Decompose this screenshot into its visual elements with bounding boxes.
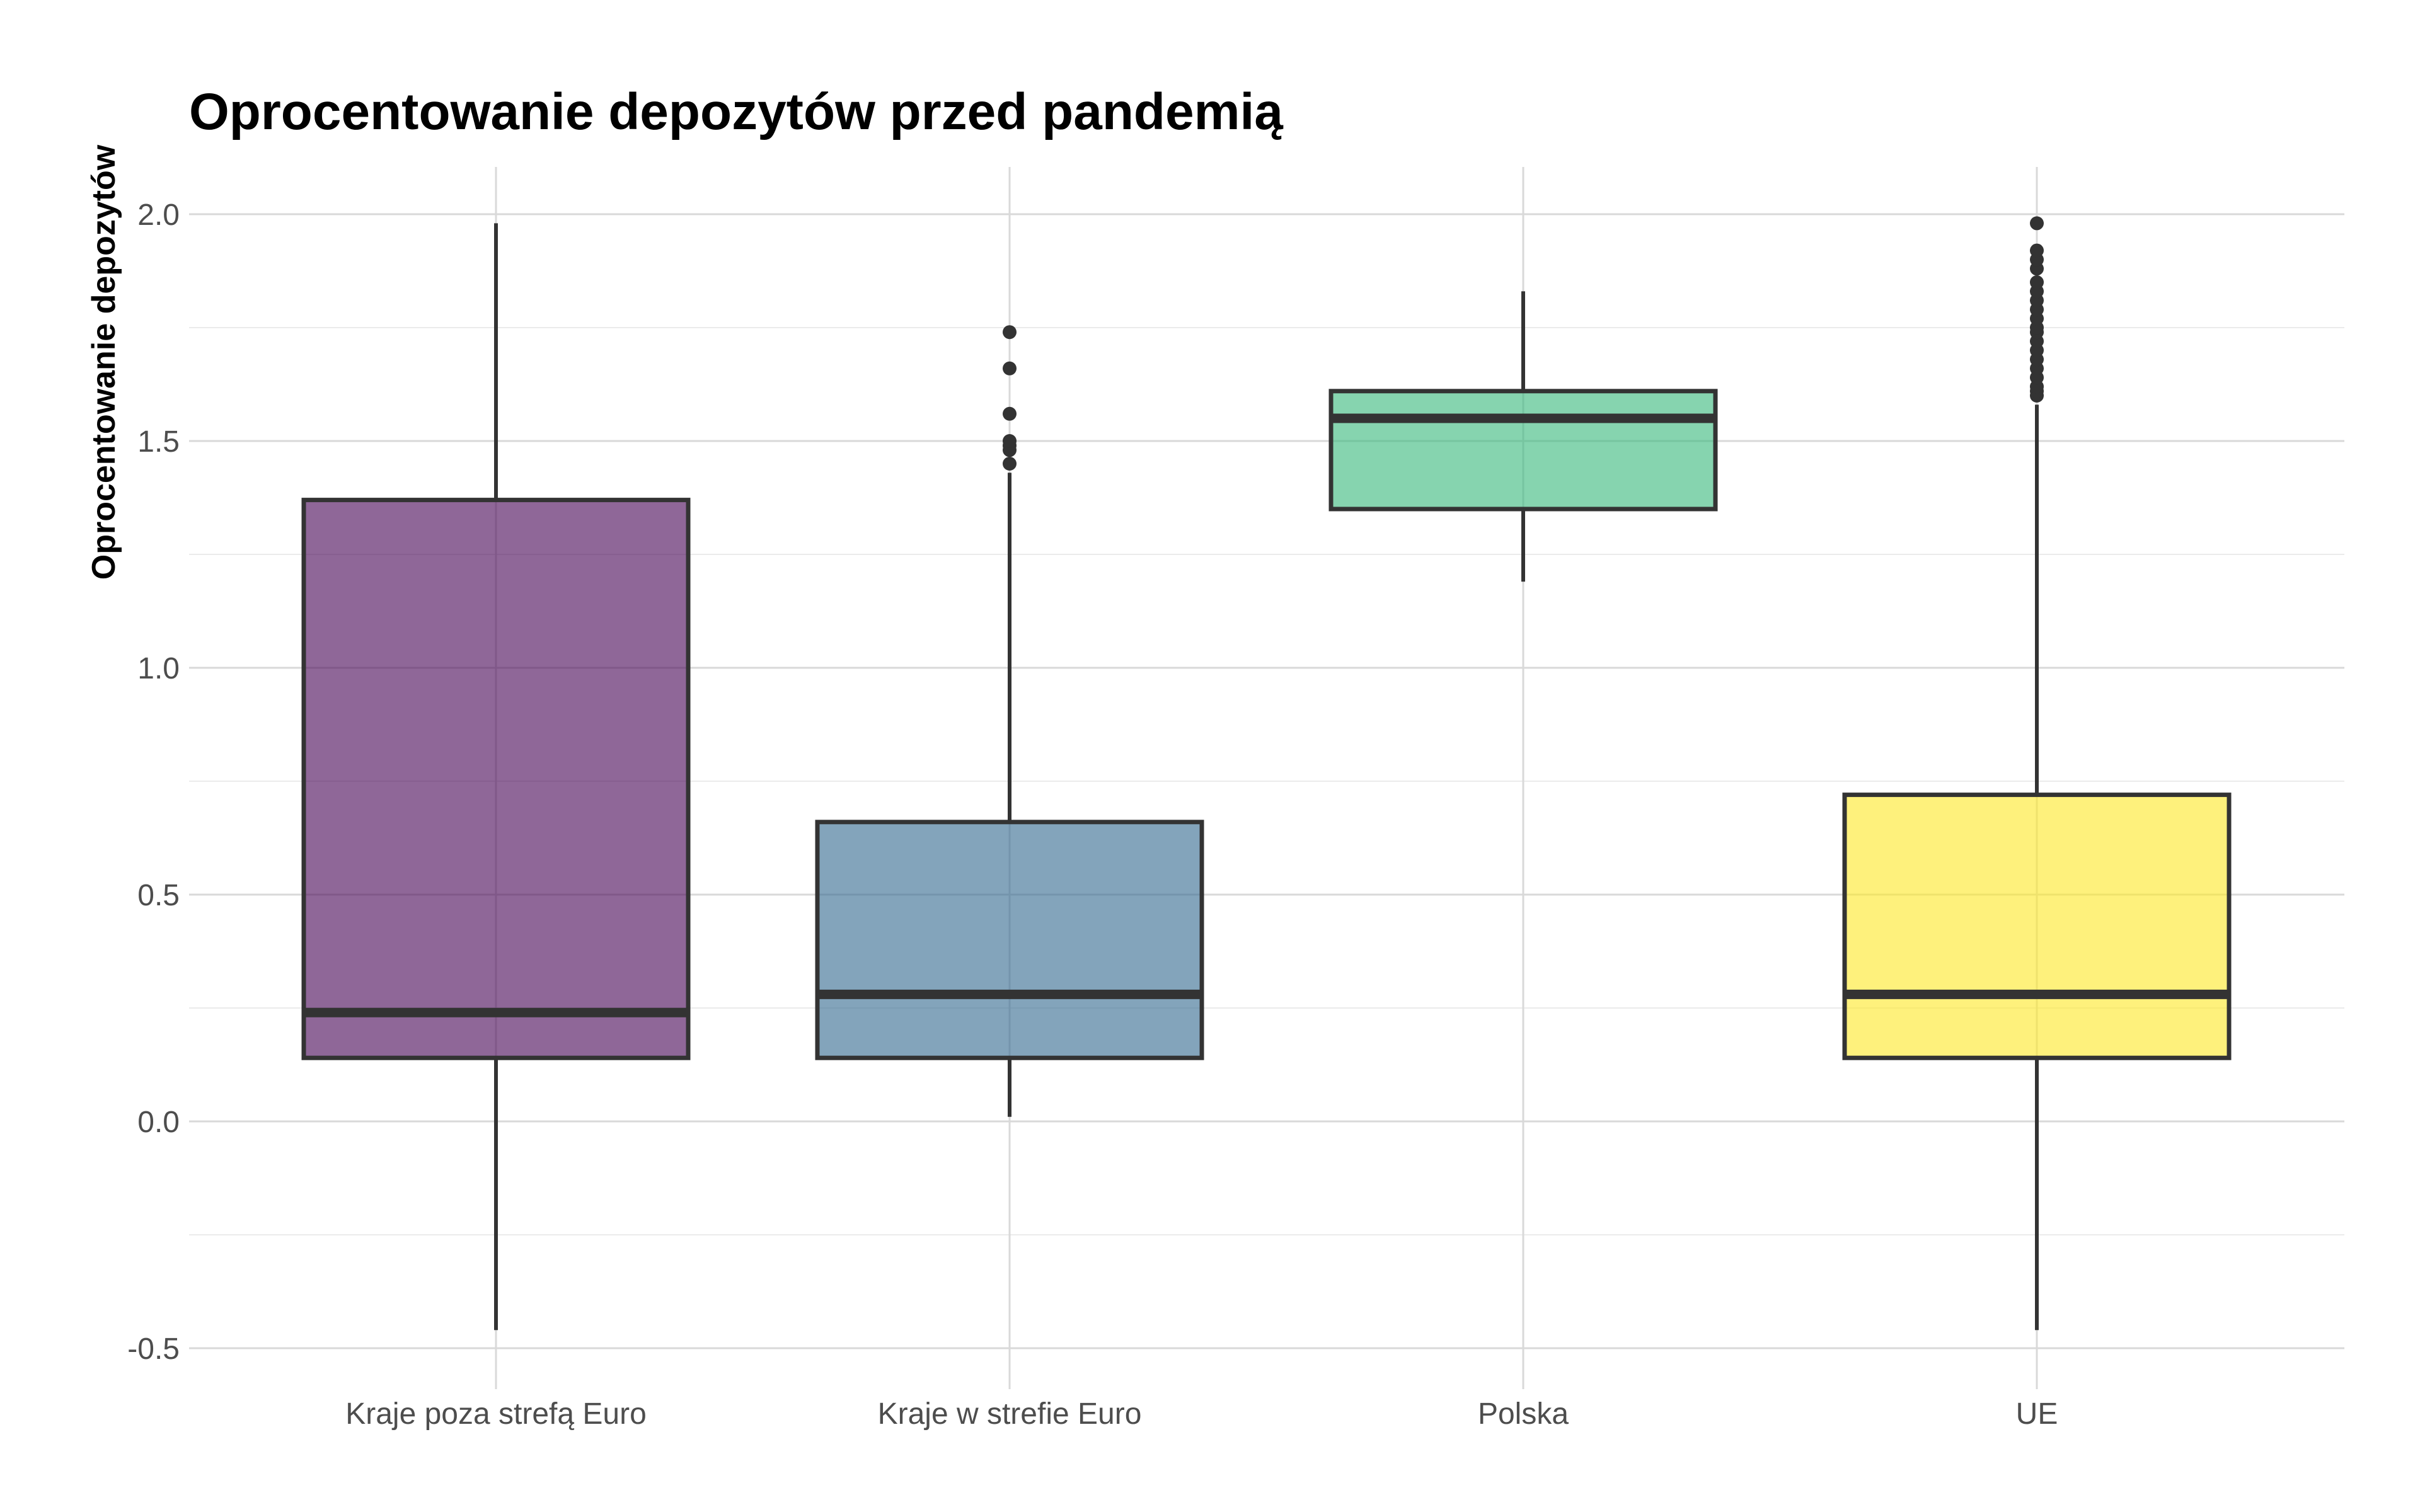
y-tick-labels: -0.5 0.0 0.5 1.0 1.5 2.0 bbox=[127, 198, 180, 1366]
chart-title: Oprocentowanie depozytów przed pandemią bbox=[189, 83, 1284, 140]
box-group bbox=[815, 325, 1204, 1117]
outlier-point bbox=[2030, 275, 2044, 289]
y-tick-label: 1.5 bbox=[137, 425, 180, 459]
y-tick-label: 2.0 bbox=[137, 198, 180, 232]
y-tick-label: 0.5 bbox=[137, 879, 180, 912]
outlier-point bbox=[1003, 361, 1017, 375]
outlier-point bbox=[1003, 325, 1017, 340]
box-group bbox=[1328, 291, 1718, 582]
x-tick-label: Kraje poza strefą Euro bbox=[345, 1397, 647, 1431]
outlier-point bbox=[2030, 243, 2044, 258]
outlier-point bbox=[1003, 406, 1017, 421]
x-tick-label: Polska bbox=[1478, 1397, 1569, 1431]
y-tick-label: 0.0 bbox=[137, 1106, 180, 1139]
x-tick-label: UE bbox=[2016, 1397, 2058, 1431]
box bbox=[1842, 793, 2232, 1060]
y-axis-label: Oprocentowanie depozytów bbox=[86, 144, 122, 580]
outlier-point bbox=[2030, 216, 2044, 231]
box bbox=[301, 498, 691, 1060]
y-tick-label: -0.5 bbox=[127, 1332, 180, 1366]
x-tick-label: Kraje w strefie Euro bbox=[878, 1397, 1142, 1431]
box bbox=[1328, 389, 1718, 512]
box-series bbox=[301, 216, 2232, 1331]
box-group bbox=[1842, 216, 2232, 1331]
x-tick-labels: Kraje poza strefą Euro Kraje w strefie Eu… bbox=[345, 1397, 2058, 1431]
y-tick-label: 1.0 bbox=[137, 652, 180, 685]
outlier-point bbox=[1003, 434, 1017, 448]
box bbox=[815, 820, 1204, 1060]
outlier-point bbox=[1003, 457, 1017, 471]
box-group bbox=[301, 223, 691, 1331]
